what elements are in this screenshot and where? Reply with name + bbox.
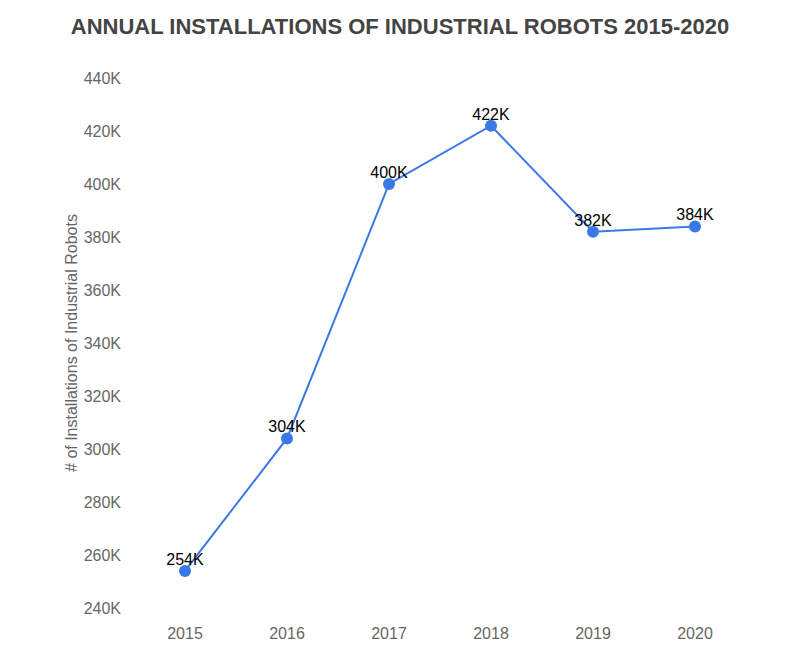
svg-text:# of Installations of Industri: # of Installations of Industrial Robots — [63, 214, 80, 472]
html-text:ANNUAL INSTALLATIONS OF INDUST: ANNUAL INSTALLATIONS OF INDUSTRIAL ROBOT… — [70, 14, 730, 39]
svg-text:240K: 240K — [84, 600, 122, 617]
svg-text:320K: 320K — [84, 388, 122, 405]
svg-text:382K: 382K — [574, 212, 612, 229]
svg-text:2017: 2017 — [371, 625, 407, 642]
svg-text:360K: 360K — [84, 282, 122, 299]
svg-text:340K: 340K — [84, 335, 122, 352]
svg-text:2016: 2016 — [269, 625, 305, 642]
svg-text:280K: 280K — [84, 494, 122, 511]
svg-text:300K: 300K — [84, 441, 122, 458]
svg-text:440K: 440K — [84, 70, 122, 87]
svg-text:2019: 2019 — [575, 625, 611, 642]
svg-text:2020: 2020 — [677, 625, 713, 642]
svg-text:400K: 400K — [84, 176, 122, 193]
svg-text:304K: 304K — [268, 418, 306, 435]
svg-text:254K: 254K — [166, 551, 204, 568]
svg-text:420K: 420K — [84, 123, 122, 140]
svg-text:380K: 380K — [84, 229, 122, 246]
svg-text:2015: 2015 — [167, 625, 203, 642]
svg-text:2018: 2018 — [473, 625, 509, 642]
svg-text:422K: 422K — [472, 106, 510, 123]
svg-text:384K: 384K — [676, 206, 714, 223]
svg-text:260K: 260K — [84, 547, 122, 564]
svg-text:400K: 400K — [370, 164, 408, 181]
